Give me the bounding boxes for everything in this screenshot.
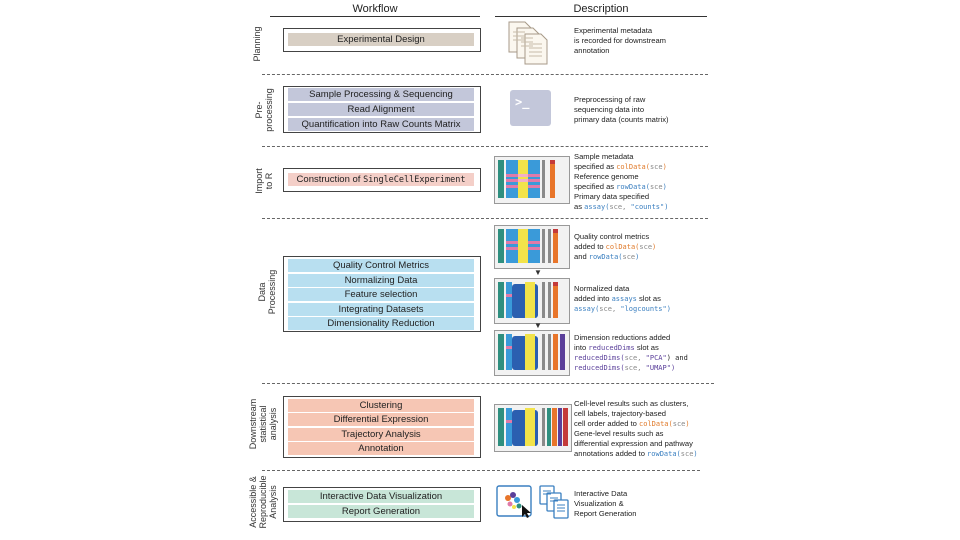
step-integrating: Integrating Datasets [288,303,474,316]
qc-description: Quality control metrics added to colData… [574,232,657,261]
separator-5 [262,470,700,471]
step-quality-control: Quality Control Metrics [288,259,474,272]
description-header-rule [495,16,707,17]
step-construct-sce: Construction of SingleCellExperiment [288,173,474,186]
section-label-preprocessing: Pre- processing [254,88,274,132]
preprocessing-description: Preprocessing of raw sequencing data int… [574,95,669,124]
dataprocessing-bracket [283,256,481,332]
downstream-bracket [283,396,481,458]
sce-diagram-reduceddims [494,330,570,376]
step-quantification: Quantification into Raw Counts Matrix [288,118,474,131]
section-label-downstream: Downstream statistical analysis [248,398,278,450]
step-normalizing: Normalizing Data [288,274,474,287]
step-annotation: Annotation [288,442,474,455]
planning-bracket [283,28,481,52]
step-trajectory-analysis: Trajectory Analysis [288,428,474,441]
import-bracket [283,168,481,192]
report-documents-icon [538,484,570,522]
step-interactive-visualization: Interactive Data Visualization [288,490,474,503]
interactive-plot-icon [496,485,536,519]
step-dimensionality-reduction: Dimensionality Reduction [288,317,474,330]
terminal-prompt: >_ [515,95,530,109]
sce-diagram-import [494,156,570,204]
sce-diagram-normalized [494,278,570,324]
preprocessing-bracket [283,86,481,133]
document-stack-icon [506,20,552,66]
accessible-bracket [283,487,481,522]
terminal-icon: >_ [510,90,551,126]
normalized-description: Normalized data added into assays slot a… [574,284,671,313]
section-label-planning: Planning [252,26,263,62]
import-description: Sample metadata specified as colData(sce… [574,152,669,211]
workflow-header: Workflow [352,3,398,15]
downstream-description: Cell-level results such as clusters, cel… [574,399,698,458]
sce-diagram-downstream [494,404,572,452]
workflow-header-rule [270,16,480,17]
planning-description: Experimental metadata is recorded for do… [574,26,667,55]
separator-4 [262,383,714,384]
section-label-dataprocessing: Data Processing [257,269,277,315]
section-label-import: Import to R [254,168,274,194]
arrow-qc-to-norm: ▼ [534,268,542,277]
step-feature-selection: Feature selection [288,288,474,301]
accessible-description: Interactive Data Visualization & Report … [574,489,637,518]
step-sample-processing: Sample Processing & Sequencing [288,88,474,101]
separator-3 [262,218,708,219]
separator-2 [262,146,708,147]
step-clustering: Clustering [288,399,474,412]
separator-1 [262,74,708,75]
step-differential-expression: Differential Expression [288,413,474,426]
arrow-norm-to-dimred: ▼ [534,321,542,330]
section-label-accessible: Accessible & Reproducible Analysis [248,475,278,529]
reduceddims-description: Dimension reductions added into reducedD… [574,333,688,372]
step-read-alignment: Read Alignment [288,103,474,116]
step-experimental-design: Experimental Design [288,33,474,46]
step-report-generation: Report Generation [288,505,474,518]
sce-diagram-qc [494,225,570,269]
description-header: Description [573,3,629,15]
